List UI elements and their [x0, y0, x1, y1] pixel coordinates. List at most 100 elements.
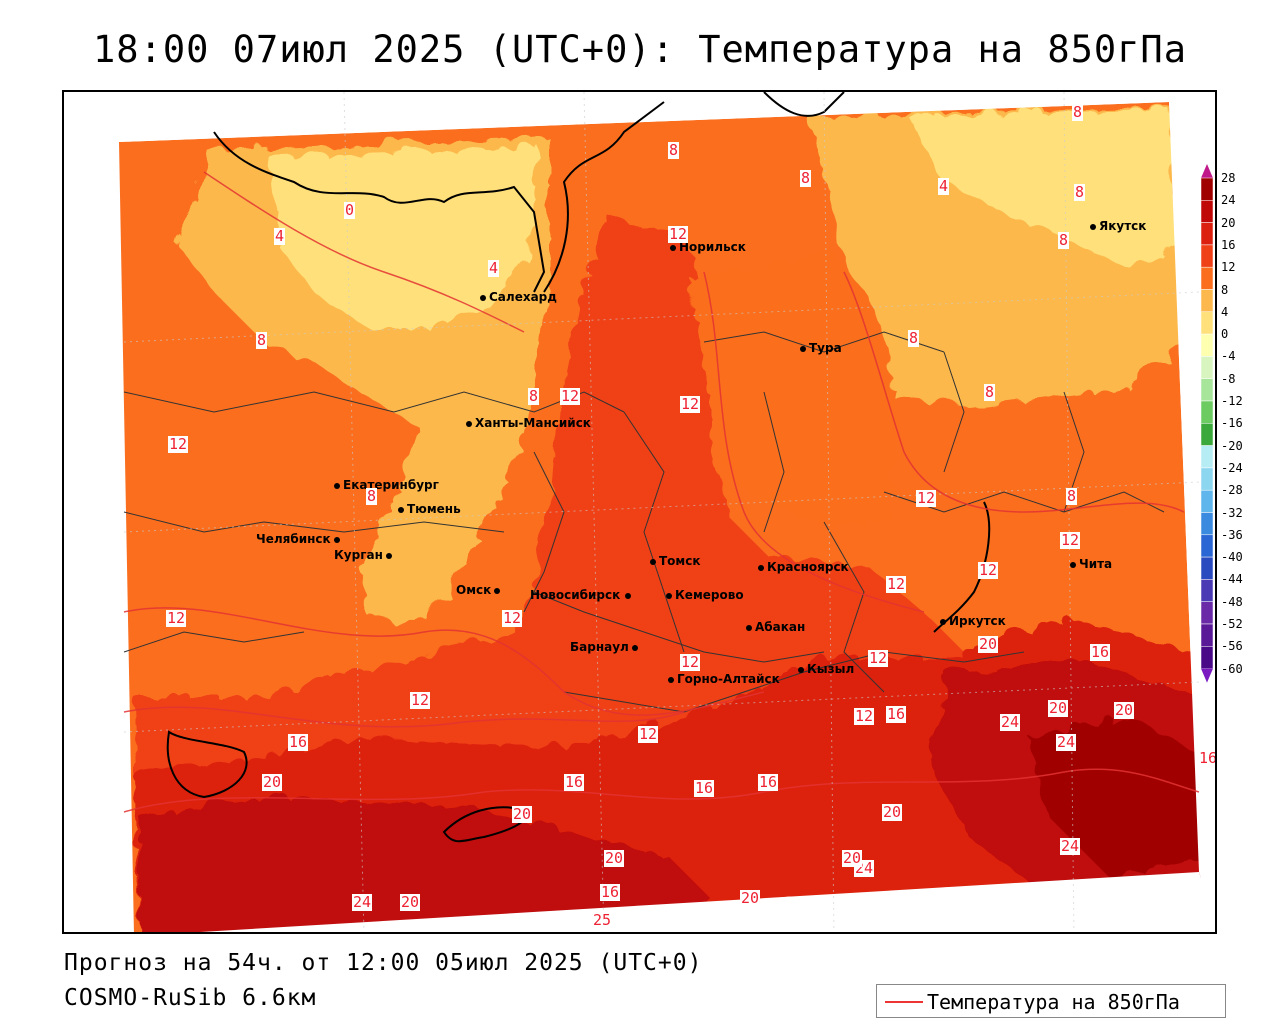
contour-label: 20 — [740, 889, 761, 907]
contour-label: 4 — [488, 259, 500, 277]
city-dot-icon — [334, 482, 340, 489]
city-dot-icon — [800, 345, 806, 352]
city-norilsk: Норильск — [670, 240, 746, 254]
scale-swatch — [1200, 512, 1214, 536]
city-dot-icon — [670, 244, 676, 251]
scale-swatch — [1200, 222, 1214, 246]
scale-tick-label: 28 — [1221, 171, 1236, 185]
scale-tick-label: -40 — [1221, 550, 1243, 565]
color-scale: 28 24 20 16 12 8 4 0 -4 -8 -12 -16 -20 -24 -28 -32 -36 -4… — [1195, 158, 1280, 688]
scale-tick-label: -16 — [1221, 416, 1243, 431]
scale-tick-label: 8 — [1221, 282, 1229, 297]
city-dot-icon — [333, 536, 340, 543]
contour-label: 8 — [528, 387, 540, 405]
contour-label: 24 — [1056, 733, 1077, 751]
contour-label: 8 — [800, 169, 812, 187]
legend: Температура на 850гПа — [876, 984, 1226, 1018]
city-dot-icon — [1090, 223, 1096, 230]
city-dot-icon — [625, 592, 632, 599]
city-omsk: Омск — [456, 583, 503, 597]
field-east-mid — [684, 242, 894, 522]
city-dot-icon — [494, 587, 501, 594]
city-tomsk: Томск — [650, 554, 701, 568]
city-kurgan: Курган — [334, 548, 395, 562]
contour-label: 24 — [352, 893, 373, 911]
scale-swatch — [1200, 445, 1214, 469]
contour-label: 16 — [564, 773, 585, 791]
contour-label: 16 — [600, 883, 621, 901]
city-chelyabinsk: Челябинск — [256, 532, 343, 546]
city-dot-icon — [1070, 561, 1076, 568]
contour-label: 12 — [916, 489, 937, 507]
scale-swatch — [1200, 423, 1214, 446]
scale-tick-label: -48 — [1221, 594, 1243, 609]
contour-label: 20 — [400, 893, 421, 911]
scale-tick-label: -20 — [1221, 438, 1243, 453]
contour-label: 12 — [1060, 531, 1081, 549]
city-kemerovo: Кемерово — [666, 588, 744, 602]
contour-label: 8 — [366, 487, 378, 505]
scale-swatch — [1200, 311, 1214, 335]
contour-label: 20 — [882, 803, 903, 821]
contour-label: 16 — [694, 779, 715, 797]
contour-label: 8 — [908, 329, 920, 347]
contour-label: 8 — [1072, 103, 1084, 121]
contour-label: 16 — [1198, 749, 1217, 767]
map-canvas — [64, 92, 1215, 932]
contour-label: 24 — [1000, 713, 1021, 731]
contour-label: 12 — [854, 707, 875, 725]
city-tyumen: Тюмень — [398, 502, 461, 516]
contour-label: 12 — [680, 653, 701, 671]
scale-swatch — [1200, 467, 1214, 491]
graticule — [123, 92, 1200, 932]
city-dot-icon — [466, 420, 472, 427]
scale-min-arrow — [1201, 668, 1213, 683]
city-chita: Чита — [1070, 557, 1112, 571]
forecast-info: Прогноз на 54ч. от 12:00 05июл 2025 (UTC… — [64, 950, 703, 976]
contour-label: 8 — [256, 331, 268, 349]
scale-tick-label: -36 — [1221, 527, 1243, 542]
scale-tick-label: 12 — [1221, 260, 1236, 275]
city-dot-icon — [480, 294, 486, 301]
scale-tick-label: -24 — [1221, 460, 1243, 475]
scale-swatch — [1200, 266, 1214, 290]
contour-label: 20 — [978, 635, 999, 653]
scale-tick-label: -32 — [1221, 505, 1243, 520]
coastlines — [166, 92, 991, 843]
city-dot-icon — [798, 666, 804, 673]
city-yekaterinburg: Екатеринбург — [334, 478, 439, 492]
contour-label: 20 — [842, 849, 863, 867]
contour-label: 8 — [1058, 231, 1070, 249]
contour-label: 8 — [984, 383, 996, 401]
city-abakan: Абакан — [746, 620, 805, 634]
contour-label: 12 — [560, 387, 581, 405]
scale-swatch — [1200, 646, 1214, 669]
temperature-map[interactable]: Норильск Якутск Салехард Тура Ханты-Манс… — [62, 90, 1217, 934]
contour-label: 20 — [512, 805, 533, 823]
contour-label: 12 — [668, 225, 689, 243]
model-info: COSMO-RuSib 6.6км — [64, 985, 317, 1011]
scale-swatch — [1200, 623, 1214, 647]
scale-swatch — [1200, 579, 1214, 602]
scale-tick-label: -52 — [1221, 617, 1243, 631]
scale-swatch — [1200, 556, 1214, 580]
contour-label: 20 — [1114, 701, 1135, 719]
contour-label: 20 — [1048, 699, 1069, 717]
contour-label: 24 — [1060, 837, 1081, 855]
contour-label: 16 — [1090, 643, 1111, 661]
city-dot-icon — [385, 552, 392, 559]
scale-tick-label: -44 — [1221, 572, 1243, 587]
contour-label: 12 — [410, 691, 431, 709]
city-dot-icon — [746, 624, 752, 631]
scale-swatch — [1200, 601, 1214, 625]
contour-label: 20 — [604, 849, 625, 867]
contour-label: 12 — [868, 649, 889, 667]
field-southeast-hottest — [1024, 712, 1199, 872]
contour-label: 4 — [274, 227, 286, 245]
city-barnaul: Барнаул — [570, 640, 641, 654]
city-dot-icon — [940, 618, 946, 625]
contour-label: 12 — [886, 575, 907, 593]
city-krasnoyarsk: Красноярск — [758, 560, 849, 574]
contour-label: 8 — [1074, 183, 1086, 201]
contour-label: 12 — [502, 609, 523, 627]
